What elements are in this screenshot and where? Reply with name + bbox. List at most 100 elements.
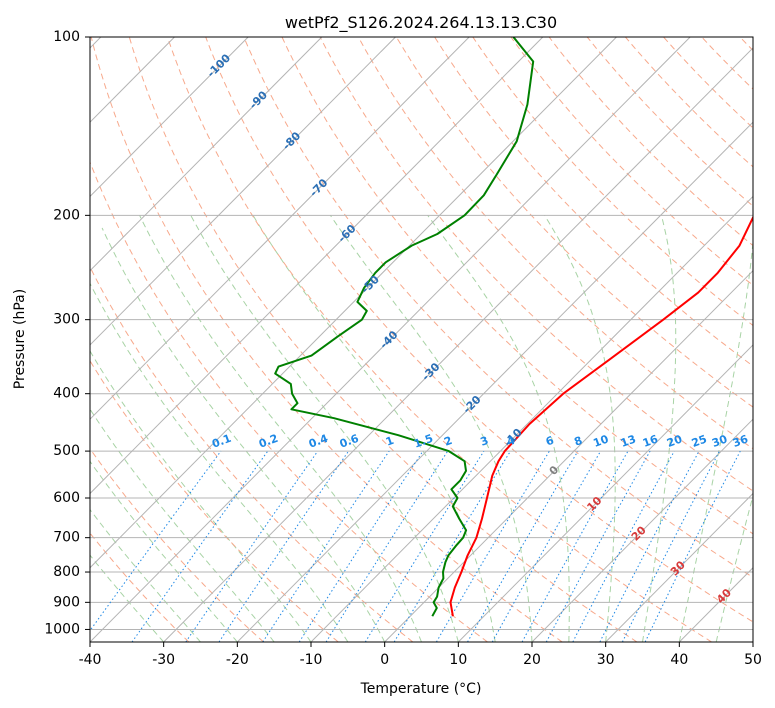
mixing-ratio-label: 0.2 [257, 432, 280, 451]
y-tick-label: 500 [53, 443, 80, 459]
dry-adiabat [434, 37, 753, 367]
y-tick-label: 100 [53, 29, 80, 45]
moist-adiabat [427, 215, 570, 642]
moist-adiabat [90, 508, 201, 642]
isotherm [163, 47, 753, 642]
mixing-ratio-label: 4 [505, 434, 517, 449]
moist-adiabat [90, 282, 349, 642]
y-tick-label: 300 [53, 312, 80, 328]
dry-adiabat [395, 37, 753, 408]
moist-adiabat [544, 215, 616, 642]
x-tick-label: 50 [744, 652, 762, 668]
mixing-ratio-label: 3 [479, 434, 491, 449]
mixing-ratio-line [298, 450, 424, 642]
dewpoint-profile-line [274, 37, 535, 617]
moist-adiabat [90, 408, 275, 642]
mixing-ratio-label: 25 [690, 432, 709, 449]
plot-area: -100-90-80-70-60-50-40-30-20-10010203040… [90, 37, 753, 642]
isobars-group [90, 37, 753, 630]
y-tick-label: 700 [53, 530, 80, 546]
mixing-ratio-line [572, 450, 675, 642]
x-tick-label: -10 [300, 652, 323, 668]
isotherm [90, 37, 544, 495]
mixing-ratio-line [644, 450, 741, 642]
mixing-ratio-label: 6 [544, 434, 556, 449]
mixing-ratio-line [131, 450, 269, 642]
y-tick-label: 600 [53, 490, 80, 506]
mixing-ratio-label: 1 [384, 434, 396, 449]
dry-adiabat [319, 37, 753, 492]
mixing-ratio-label: 8 [572, 434, 584, 449]
isotherm [457, 344, 753, 642]
mixing-ratio-label: 0.6 [338, 432, 361, 451]
mixing-ratio-label: 0.4 [307, 432, 330, 451]
isotherm [90, 37, 323, 272]
x-tick-label: 30 [597, 652, 615, 668]
dry-adiabat [90, 37, 563, 642]
dry-adiabat [510, 37, 753, 286]
mixing-ratio-label: 1.5 [412, 432, 435, 451]
dry-adiabat [357, 37, 753, 450]
x-tick-label: 10 [449, 652, 467, 668]
moist-adiabat [101, 227, 386, 642]
isotherm [90, 37, 249, 198]
mixing-ratio-label: 20 [665, 432, 684, 450]
x-tick-label: -40 [79, 652, 102, 668]
mixing-ratio-line [185, 450, 319, 642]
y-tick-label: 200 [53, 207, 80, 223]
dry-adiabat [90, 265, 414, 642]
dry-adiabat [281, 37, 753, 535]
mixing-ratio-label: 13 [619, 432, 638, 449]
mixing-ratio-line [491, 450, 602, 642]
mixing-ratio-line [545, 450, 651, 642]
dry-adiabat [128, 37, 638, 642]
mixing-ratio-line [325, 450, 449, 642]
x-tick-label: 40 [670, 652, 688, 668]
isotherm [605, 492, 753, 642]
mixing-ratio-group [90, 450, 741, 642]
chart-title: wetPf2_S126.2024.264.13.13.C30 [285, 13, 557, 33]
y-tick-label: 800 [53, 564, 80, 580]
isotherm [310, 195, 753, 642]
temperature-profile-line [449, 215, 753, 617]
mixing-ratio-label: 30 [710, 432, 729, 450]
dry-adiabat [472, 37, 753, 327]
x-tick-label: -20 [226, 652, 249, 668]
mixing-ratio-line [393, 450, 511, 642]
y-tick-label: 900 [53, 594, 80, 610]
dry-adiabat [243, 37, 753, 579]
dry-adiabat [90, 359, 339, 642]
dry-adiabat [90, 447, 264, 642]
dry-adiabats-group [90, 37, 753, 642]
moist-adiabat [678, 236, 753, 642]
axes-group: -40 -30 -20 -10 0 10 20 30 40 5010020030040050060… [44, 29, 762, 668]
isotherm [384, 269, 753, 642]
y-axis-label: Pressure (hPa) [12, 289, 28, 389]
mixing-ratio-label: 0.1 [210, 432, 233, 451]
moist-adiabat [642, 215, 677, 642]
isotherm [90, 37, 470, 420]
mixing-ratio-label: 2 [442, 434, 454, 449]
mixing-ratio-label: 16 [641, 432, 660, 450]
profile-series-group [274, 37, 753, 617]
x-tick-label: 20 [523, 652, 541, 668]
mixing-ratio-line [90, 450, 222, 632]
isotherm [236, 121, 753, 642]
isotherm [90, 37, 691, 642]
moist-adiabat [329, 215, 533, 642]
x-axis-label: Temperature (°C) [360, 681, 482, 697]
y-tick-label: 1000 [44, 621, 80, 637]
moist-adiabat [90, 554, 165, 642]
moist-adiabat [190, 215, 459, 642]
mixing-ratio-line [218, 450, 350, 642]
mixing-ratio-line [521, 450, 629, 642]
moist-adiabat [90, 460, 238, 642]
isotherm [90, 37, 396, 346]
isotherm [531, 418, 753, 642]
dry-adiabat [167, 37, 712, 642]
plot-frame [89, 36, 754, 643]
mixing-ratio-label: 36 [731, 432, 750, 450]
y-tick-label: 400 [53, 386, 80, 402]
isotherm [90, 37, 617, 569]
